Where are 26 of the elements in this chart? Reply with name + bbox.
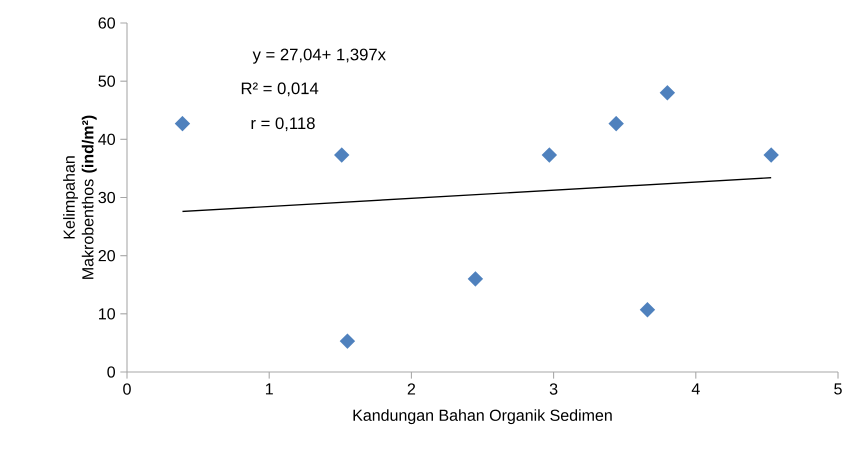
x-tick-label: 3 — [550, 383, 558, 395]
point — [334, 147, 350, 163]
x-tick-label: 2 — [408, 383, 416, 395]
x-tick-label: 4 — [692, 383, 700, 394]
point — [660, 85, 675, 100]
x-tick-label: 1 — [266, 383, 273, 394]
x-tick-label: 0 — [123, 383, 131, 395]
y-tick-label: 20 — [98, 250, 115, 262]
annotation: R² = 0,014 — [242, 82, 318, 96]
y-tick-label: 40 — [98, 134, 115, 145]
point — [764, 147, 779, 163]
y-tick-label: 60 — [98, 17, 115, 29]
point — [640, 302, 656, 318]
point — [542, 147, 557, 163]
x-axis-title: Kandungan Bahan Organik Sedimen — [354, 409, 612, 424]
point — [340, 334, 356, 349]
annotation: r = 0,118 — [252, 117, 315, 132]
x-tick-label: 5 — [834, 383, 842, 395]
y-tick-label: 30 — [98, 192, 115, 204]
y-tick-label: 10 — [99, 308, 115, 320]
point — [468, 271, 483, 287]
point — [174, 116, 190, 132]
point — [608, 116, 624, 132]
y-tick-label: 0 — [107, 366, 116, 378]
y-tick-label: 50 — [98, 76, 115, 87]
annotation: y = 27,04+ 1,397x — [252, 48, 386, 64]
